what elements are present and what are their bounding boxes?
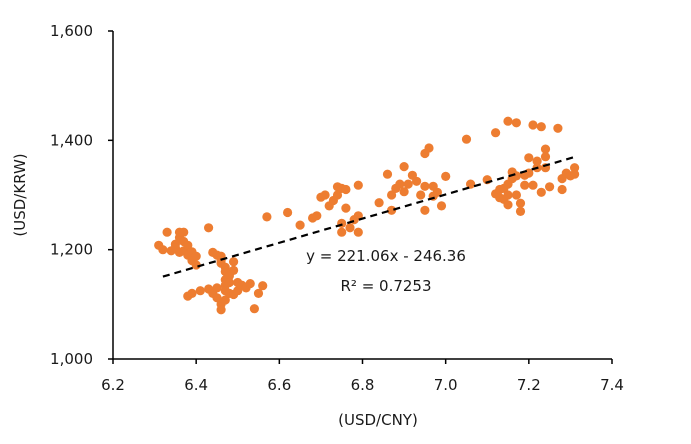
data-point: [183, 240, 193, 250]
data-point: [416, 190, 426, 200]
data-point: [187, 288, 197, 298]
data-point: [399, 187, 409, 197]
x-tick-label: 6.2: [101, 376, 125, 394]
data-point: [283, 207, 293, 218]
data-point: [511, 118, 521, 128]
data-point: [515, 198, 526, 208]
data-point: [158, 245, 168, 255]
data-point: [403, 179, 413, 189]
data-point: [399, 162, 409, 172]
data-point: [412, 176, 422, 186]
y-tick-label: 1,600: [50, 22, 93, 40]
data-point: [511, 190, 521, 200]
data-point: [162, 227, 172, 237]
data-point: [295, 220, 305, 230]
data-point: [532, 156, 542, 166]
y-tick-label: 1,200: [50, 241, 93, 259]
data-point: [540, 152, 551, 162]
data-point: [420, 181, 430, 191]
data-point: [503, 200, 513, 210]
data-point: [387, 205, 397, 215]
data-point: [553, 123, 563, 133]
data-point: [253, 288, 264, 298]
data-point: [195, 286, 205, 296]
y-tick-label: 1,000: [50, 350, 93, 368]
trendline-equation: y = 221.06x - 246.36: [306, 247, 466, 265]
data-points: [154, 116, 580, 315]
data-point: [374, 198, 384, 208]
data-point: [436, 201, 447, 211]
x-tick-label: 6.6: [267, 376, 291, 394]
data-point: [320, 190, 330, 200]
y-axis-title: (USD/KRW): [11, 153, 29, 236]
data-point: [245, 279, 255, 289]
y-tick-label: 1,400: [50, 131, 93, 149]
data-point: [212, 283, 222, 293]
data-point: [503, 190, 513, 200]
data-point: [229, 257, 239, 267]
data-point: [503, 116, 513, 126]
x-tick-label: 6.8: [351, 376, 375, 394]
data-point: [216, 305, 226, 315]
data-point: [332, 190, 343, 200]
data-point: [174, 227, 185, 237]
data-point: [570, 163, 580, 173]
data-point: [491, 128, 501, 138]
data-point: [258, 281, 268, 291]
data-point: [224, 277, 234, 288]
x-ticks: 6.2 6.4 6.6 6.8 7.0 7.2 7.4: [101, 359, 624, 394]
data-point: [441, 171, 451, 181]
data-point: [387, 190, 397, 200]
data-point: [420, 205, 430, 215]
data-point: [520, 180, 530, 190]
data-point: [524, 153, 534, 163]
data-point: [395, 179, 405, 189]
data-point: [557, 184, 567, 195]
data-point: [545, 182, 555, 192]
data-point: [345, 223, 355, 233]
data-point: [220, 295, 230, 305]
data-point: [249, 304, 259, 314]
data-point: [461, 134, 472, 144]
data-point: [341, 184, 351, 195]
data-point: [353, 227, 363, 237]
data-point: [570, 169, 580, 179]
data-point: [191, 251, 201, 261]
data-point: [528, 120, 538, 130]
x-tick-label: 7.2: [517, 376, 541, 394]
data-point: [536, 122, 546, 132]
data-point: [262, 212, 272, 222]
data-point: [432, 187, 442, 197]
x-axis-title: (USD/CNY): [338, 411, 418, 429]
r-squared-label: R² = 0.7253: [340, 277, 431, 295]
data-point: [528, 180, 538, 190]
data-point: [515, 206, 526, 216]
x-tick-label: 6.4: [184, 376, 208, 394]
axes: [112, 31, 612, 360]
data-point: [382, 169, 393, 179]
x-tick-label: 7.0: [434, 376, 458, 394]
data-point: [466, 179, 476, 189]
data-point: [337, 227, 347, 237]
data-point: [540, 144, 551, 154]
data-point: [312, 211, 322, 221]
data-point: [424, 143, 434, 153]
data-point: [341, 203, 351, 213]
y-ticks: 1,000 1,200 1,400 1,600: [50, 22, 113, 368]
data-point: [536, 187, 546, 197]
data-point: [229, 265, 239, 275]
data-point: [204, 223, 214, 233]
data-point: [353, 180, 363, 190]
x-tick-label: 7.4: [600, 376, 624, 394]
